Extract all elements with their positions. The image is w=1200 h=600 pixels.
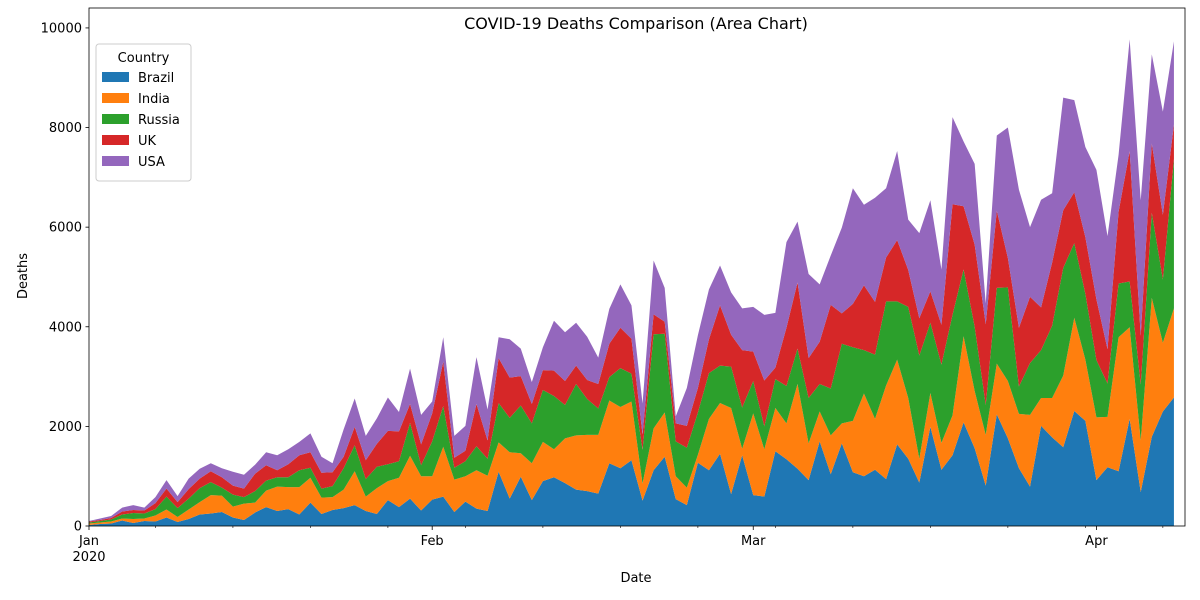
legend-swatch-india: [102, 93, 129, 103]
legend-label-russia: Russia: [138, 113, 180, 128]
legend-label-brazil: Brazil: [138, 71, 174, 86]
chart-title: COVID-19 Deaths Comparison (Area Chart): [464, 14, 808, 33]
y-tick-label: 0: [74, 520, 82, 535]
x-tick-label: Apr: [1085, 534, 1108, 549]
area-usa: [89, 39, 1174, 522]
plot-frame: [88, 7, 1186, 527]
x-axis-label: Date: [620, 571, 651, 586]
y-tick-label: 10000: [41, 21, 82, 36]
legend-swatch-uk: [102, 135, 129, 145]
area-russia: [89, 158, 1174, 524]
x-tick-label: Feb: [421, 534, 444, 549]
x-tick-sublabel: 2020: [72, 550, 105, 565]
legend: Country Brazil India Russia UK USA: [95, 43, 192, 182]
y-tick-label: 2000: [49, 420, 82, 435]
legend-label-uk: UK: [138, 134, 157, 149]
y-tick-label: 8000: [49, 121, 82, 136]
area-uk: [89, 124, 1174, 523]
area-india: [89, 297, 1174, 525]
x-tick-label: Mar: [741, 534, 766, 549]
x-tick-label: Jan: [78, 534, 99, 549]
legend-swatch-usa: [102, 156, 129, 166]
area-brazil: [89, 397, 1174, 526]
legend-swatch-russia: [102, 114, 129, 124]
legend-title: Country: [118, 51, 170, 66]
y-tick-label: 4000: [49, 320, 82, 335]
areas-layer: [89, 39, 1174, 526]
legend-label-usa: USA: [138, 155, 165, 170]
legend-swatch-brazil: [102, 72, 129, 82]
y-tick-label: 6000: [49, 221, 82, 236]
y-axis-label: Deaths: [16, 253, 31, 299]
legend-label-india: India: [138, 92, 170, 107]
